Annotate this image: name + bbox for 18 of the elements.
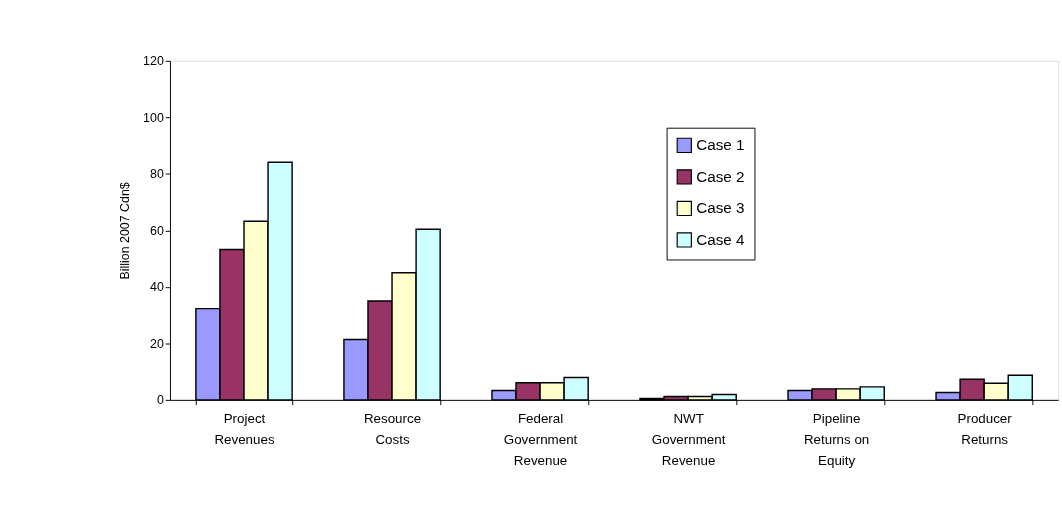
y-tick-label: 60 [149, 223, 164, 238]
y-tick-label: 20 [149, 336, 164, 351]
y-tick-label: 120 [143, 54, 164, 69]
x-tick-label: Resource Costs [363, 411, 422, 448]
legend-label: Case 3 [696, 199, 745, 217]
legend-label: Case 4 [696, 230, 746, 248]
x-tick-label: Pipeline Returns on Equity [803, 411, 870, 469]
y-tick-label: 80 [149, 167, 164, 182]
y-tick-label: 40 [149, 280, 164, 295]
legend-label: Case 2 [696, 167, 745, 185]
x-tick-label: Project Revenues [214, 411, 275, 448]
x-tick-label: NWT Government Revenue [651, 411, 726, 469]
y-tick-label: 0 [156, 393, 164, 408]
y-axis-title: Billion 2007 Cdn$ [117, 182, 132, 280]
x-tick-label: Federal Government Revenue [503, 411, 578, 469]
legend-label: Case 1 [696, 136, 745, 154]
y-tick-label: 100 [143, 110, 164, 125]
x-tick-label: Producer Returns [957, 411, 1013, 448]
